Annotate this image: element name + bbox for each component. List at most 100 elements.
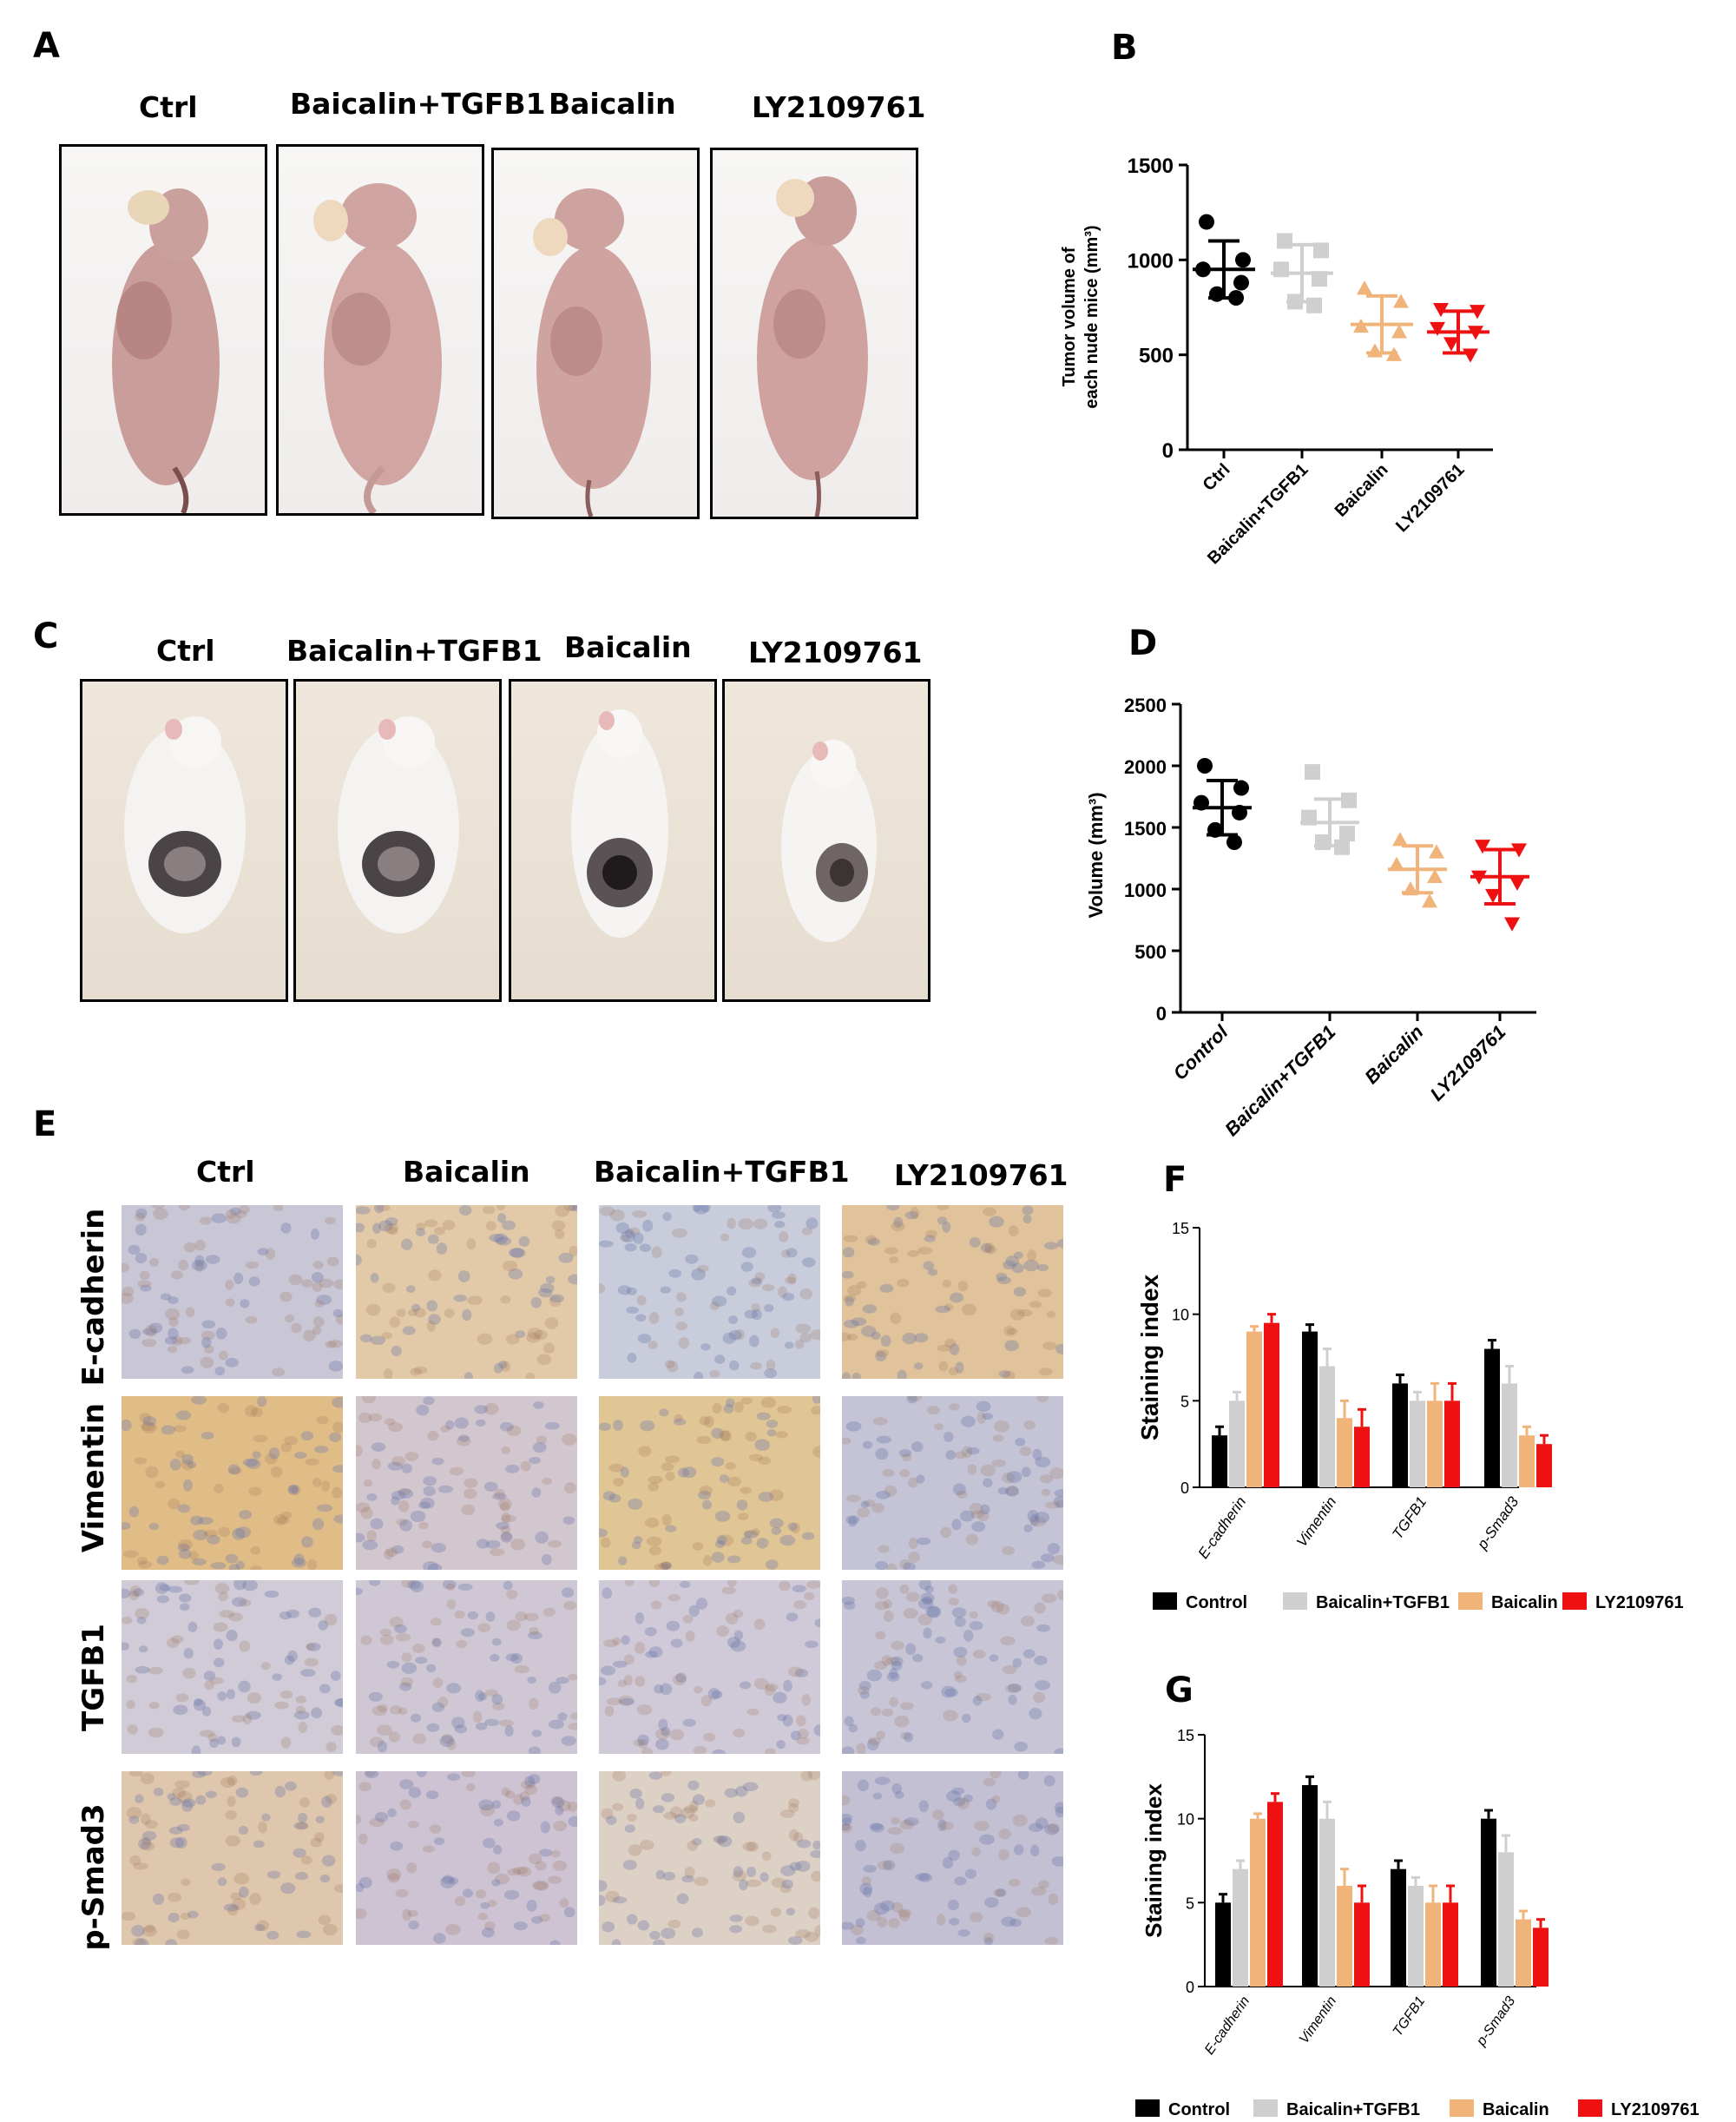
ihc-texture	[599, 1771, 820, 1945]
data-point-baicalin	[1427, 868, 1443, 883]
panel-e-header-baicalin: Baicalin	[403, 1155, 530, 1189]
chart-g: 0 5 10 15 Staining index E-cadherin Vimentin TG…	[1135, 1727, 1700, 2119]
legend-swatch-baicalin	[1450, 2099, 1474, 2117]
y-tick-label: 15	[1172, 1220, 1189, 1237]
bar-control-p-smad3	[1481, 1818, 1496, 1987]
data-point-ly2109761	[1463, 348, 1478, 363]
panel-c-header-baicalin-tgfb1: Baicalin+TGFB1	[286, 634, 542, 668]
data-point-ly2109761	[1511, 843, 1527, 858]
data-point-baicalin	[1392, 832, 1408, 847]
ihc-texture	[842, 1396, 1063, 1570]
photo-a-ctrl	[59, 144, 267, 516]
y-tick-label: 1000	[1124, 880, 1167, 901]
x-tick-label-p-smad3: p-Smad3	[1474, 1993, 1519, 2049]
panel-a-header-ctrl: Ctrl	[139, 90, 198, 124]
legend-label-control: Control	[1186, 1593, 1247, 1612]
y-tick-label: 10	[1177, 1811, 1194, 1829]
data-point-ly2109761	[1433, 302, 1449, 318]
bar-baicalin-tgfb1	[1425, 1902, 1441, 1987]
y-tick-label: 1500	[1124, 818, 1167, 840]
nude-mouse-illustration	[757, 176, 868, 517]
data-point-baicalin	[1389, 856, 1404, 871]
bar-baicalin-tgfb1-e-cadherin	[1229, 1400, 1245, 1487]
legend-label-ly2109761: LY2109761	[1595, 1593, 1684, 1612]
nude-mouse-illustration	[533, 188, 651, 517]
data-point-control	[1233, 780, 1249, 796]
bar-ly2109761-vimentin	[1354, 1902, 1370, 1987]
bar-ly2109761-e-cadherin	[1267, 1802, 1283, 1987]
bar-baicalin-tgfb1-p-smad3	[1498, 1852, 1514, 1987]
ihc-image-vimentin-baicalin	[356, 1396, 577, 1570]
ihc-image-tgfb1-ctrl	[122, 1580, 343, 1754]
x-tick-label-ctrl: Ctrl	[1200, 460, 1234, 495]
bar-ly2109761-e-cadherin	[1264, 1322, 1279, 1487]
y-tick-label: 0	[1180, 1479, 1189, 1497]
legend-swatch-control	[1153, 1592, 1177, 1610]
photo-a-baicalin	[491, 148, 700, 519]
x-tick-label-ly2109761: LY2109761	[1392, 460, 1468, 536]
y-axis-label: Tumor volume of each nude mice (mm³)	[1060, 225, 1101, 408]
ihc-image-e-cadherin-baicalin-tgfb1	[599, 1205, 820, 1379]
panel-a-header-ly2109761: LY2109761	[752, 90, 926, 124]
data-point-baicalin-tgfb1	[1341, 792, 1357, 808]
y-tick-label: 1000	[1128, 249, 1174, 273]
photo-c-ly2109761	[722, 679, 930, 1002]
ihc-texture	[842, 1205, 1063, 1379]
x-tick-label-p-smad3: p-Smad3	[1474, 1493, 1522, 1553]
bar-baicalin-tgfb1-p-smad3	[1502, 1383, 1517, 1487]
data-point-ly2109761	[1443, 337, 1459, 352]
bar-control-e-cadherin	[1212, 1435, 1227, 1487]
bar-control-vimentin	[1302, 1331, 1318, 1487]
panel-c-header-baicalin: Baicalin	[564, 630, 692, 664]
panel-e-header-ctrl: Ctrl	[196, 1155, 255, 1189]
bar-baicalin-tgfb1-tgfb1	[1408, 1886, 1424, 1987]
x-tick-label-control: Control	[1169, 1020, 1233, 1084]
data-point-baicalin-tgfb1	[1305, 764, 1320, 781]
y-tick-label: 5	[1186, 1895, 1194, 1912]
bar-ly2109761-tgfb1	[1444, 1400, 1460, 1487]
ihc-image-vimentin-baicalin-tgfb1	[599, 1396, 820, 1570]
data-point-ly2109761	[1485, 888, 1501, 904]
x-tick-label-ly2109761: LY2109761	[1426, 1021, 1510, 1105]
bar-baicalin-p-smad3	[1516, 1919, 1531, 1987]
y-tick-label: 15	[1177, 1727, 1194, 1744]
legend-swatch-baicalin-tgfb1	[1283, 1592, 1307, 1610]
ihc-texture	[122, 1771, 343, 1945]
photo-a-baicalin-tgfb1	[276, 144, 484, 516]
ihc-image-p-smad3-ctrl	[122, 1771, 343, 1945]
panel-c-header-ctrl: Ctrl	[156, 634, 215, 668]
bar-ly2109761-vimentin	[1354, 1427, 1370, 1487]
bar-ly2109761-p-smad3	[1536, 1444, 1552, 1487]
legend-label-ly2109761: LY2109761	[1611, 2100, 1700, 2119]
bar-control-p-smad3	[1484, 1348, 1500, 1487]
bar-control-tgfb1	[1391, 1868, 1406, 1987]
ihc-texture	[356, 1580, 577, 1754]
data-point-baicalin	[1391, 324, 1407, 339]
panel-a-header-baicalin-tgfb1: Baicalin+TGFB1	[290, 87, 546, 121]
panel-label-c: C	[33, 616, 59, 656]
white-mouse-illustration	[781, 740, 877, 942]
ihc-image-e-cadherin-baicalin	[356, 1205, 577, 1379]
panel-c-header-ly2109761: LY2109761	[748, 636, 923, 669]
panel-label-f: F	[1163, 1160, 1187, 1200]
row-label-p-smad3: p-Smad3	[76, 1803, 111, 1951]
bar-ly2109761-p-smad3	[1533, 1928, 1549, 1987]
x-tick-label-vimentin: Vimentin	[1293, 1493, 1339, 1550]
data-point-ly2109761	[1430, 321, 1445, 337]
bar-baicalin-tgfb1-vimentin	[1319, 1366, 1335, 1487]
data-point-ly2109761	[1470, 305, 1485, 320]
data-point-control	[1197, 758, 1213, 774]
ihc-texture	[842, 1771, 1063, 1945]
bar-baicalin-vimentin	[1337, 1886, 1352, 1987]
x-tick-label-baicalin: Baicalin	[1332, 460, 1392, 521]
panel-label-g: G	[1165, 1671, 1194, 1710]
panel-label-a: A	[33, 26, 60, 66]
legend-label-baicalin: Baicalin	[1483, 2100, 1549, 2119]
bar-baicalin-tgfb1	[1427, 1400, 1443, 1487]
bar-baicalin-p-smad3	[1519, 1435, 1535, 1487]
data-point-ly2109761	[1475, 840, 1490, 854]
bar-baicalin-tgfb1-e-cadherin	[1233, 1868, 1248, 1987]
bar-baicalin-vimentin	[1337, 1418, 1352, 1487]
ihc-image-vimentin-ctrl	[122, 1396, 343, 1570]
photo-c-ctrl	[80, 679, 288, 1002]
